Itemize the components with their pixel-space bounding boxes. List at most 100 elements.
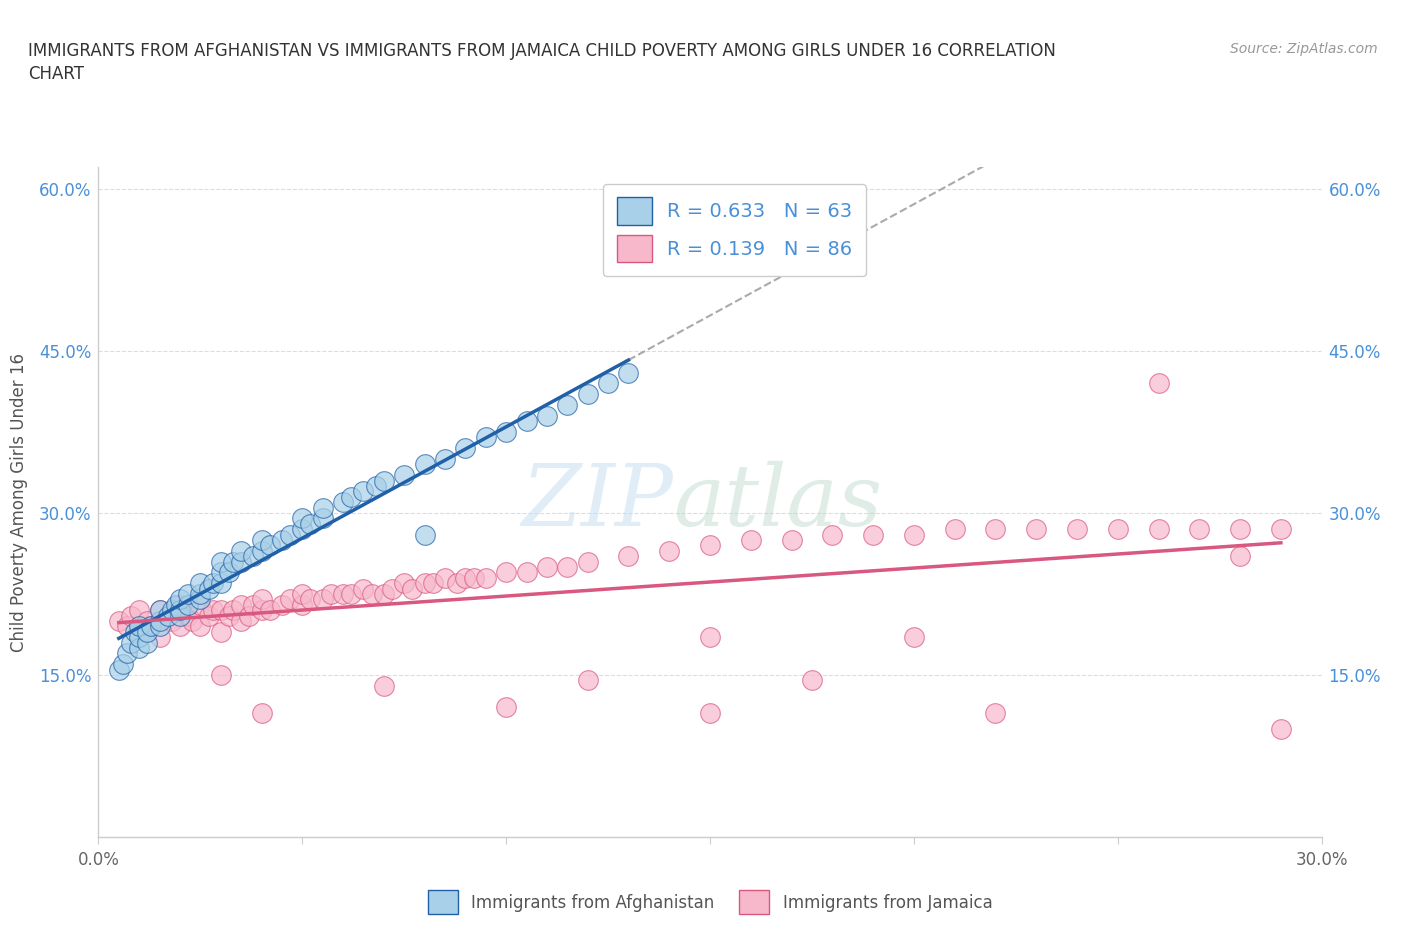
Point bbox=[291, 522, 314, 537]
Point bbox=[169, 592, 191, 607]
Point bbox=[299, 516, 322, 531]
Point bbox=[188, 592, 212, 607]
Point bbox=[141, 619, 163, 634]
Point bbox=[259, 538, 281, 552]
Point bbox=[218, 608, 240, 623]
Point bbox=[299, 592, 322, 607]
Point bbox=[270, 597, 294, 612]
Point bbox=[291, 597, 314, 612]
Point bbox=[124, 624, 146, 639]
Point bbox=[557, 397, 579, 412]
Point bbox=[160, 614, 183, 629]
Point bbox=[740, 533, 762, 548]
Point bbox=[617, 549, 640, 564]
Point bbox=[181, 614, 204, 629]
Point bbox=[1147, 522, 1170, 537]
Text: CHART: CHART bbox=[28, 65, 84, 83]
Point bbox=[136, 624, 159, 639]
Point bbox=[454, 570, 477, 585]
Point bbox=[270, 533, 294, 548]
Point bbox=[291, 587, 314, 602]
Point bbox=[576, 673, 599, 688]
Point bbox=[474, 570, 498, 585]
Point bbox=[699, 630, 721, 644]
Point bbox=[352, 581, 374, 596]
Point bbox=[222, 603, 245, 618]
Point bbox=[434, 452, 457, 467]
Point bbox=[160, 603, 183, 618]
Point bbox=[108, 662, 131, 677]
Point bbox=[1188, 522, 1211, 537]
Point bbox=[136, 635, 159, 650]
Point bbox=[422, 576, 444, 591]
Point bbox=[392, 576, 416, 591]
Point bbox=[177, 597, 200, 612]
Point bbox=[188, 587, 212, 602]
Point bbox=[617, 365, 640, 380]
Point bbox=[231, 543, 253, 558]
Y-axis label: Child Poverty Among Girls Under 16: Child Poverty Among Girls Under 16 bbox=[10, 352, 28, 652]
Point bbox=[201, 603, 224, 618]
Point bbox=[115, 619, 138, 634]
Point bbox=[516, 565, 538, 579]
Point bbox=[434, 570, 457, 585]
Point bbox=[821, 527, 844, 542]
Point bbox=[413, 576, 436, 591]
Point bbox=[373, 678, 395, 693]
Point bbox=[120, 608, 142, 623]
Point bbox=[413, 457, 436, 472]
Point bbox=[291, 511, 314, 525]
Point bbox=[250, 543, 273, 558]
Point bbox=[340, 587, 363, 602]
Point bbox=[454, 441, 477, 456]
Point bbox=[984, 705, 1007, 720]
Point bbox=[201, 576, 224, 591]
Point bbox=[149, 619, 172, 634]
Point bbox=[128, 624, 150, 639]
Point bbox=[536, 408, 558, 423]
Point bbox=[149, 603, 172, 618]
Point bbox=[364, 479, 387, 494]
Point bbox=[250, 533, 273, 548]
Point bbox=[576, 554, 599, 569]
Point bbox=[169, 597, 191, 612]
Text: Source: ZipAtlas.com: Source: ZipAtlas.com bbox=[1230, 42, 1378, 56]
Point bbox=[381, 581, 404, 596]
Point bbox=[250, 592, 273, 607]
Point bbox=[231, 597, 253, 612]
Point bbox=[209, 554, 232, 569]
Point bbox=[862, 527, 884, 542]
Point bbox=[177, 608, 200, 623]
Point bbox=[197, 581, 219, 596]
Point bbox=[1147, 376, 1170, 391]
Point bbox=[169, 619, 191, 634]
Point bbox=[165, 597, 187, 612]
Point bbox=[218, 565, 240, 579]
Point bbox=[108, 614, 131, 629]
Point bbox=[128, 603, 150, 618]
Point bbox=[231, 554, 253, 569]
Point bbox=[149, 614, 172, 629]
Point bbox=[149, 603, 172, 618]
Point bbox=[188, 576, 212, 591]
Point bbox=[250, 603, 273, 618]
Point bbox=[169, 608, 191, 623]
Point bbox=[312, 511, 335, 525]
Point bbox=[557, 560, 579, 575]
Point bbox=[209, 565, 232, 579]
Point bbox=[222, 554, 245, 569]
Point bbox=[474, 430, 498, 445]
Point bbox=[536, 560, 558, 575]
Point bbox=[576, 387, 599, 402]
Point bbox=[1229, 522, 1251, 537]
Point bbox=[1229, 549, 1251, 564]
Point bbox=[801, 673, 824, 688]
Point bbox=[495, 565, 517, 579]
Point bbox=[699, 538, 721, 552]
Point bbox=[1107, 522, 1129, 537]
Point bbox=[658, 543, 681, 558]
Point bbox=[238, 608, 260, 623]
Point bbox=[360, 587, 382, 602]
Point bbox=[231, 614, 253, 629]
Point bbox=[141, 619, 163, 634]
